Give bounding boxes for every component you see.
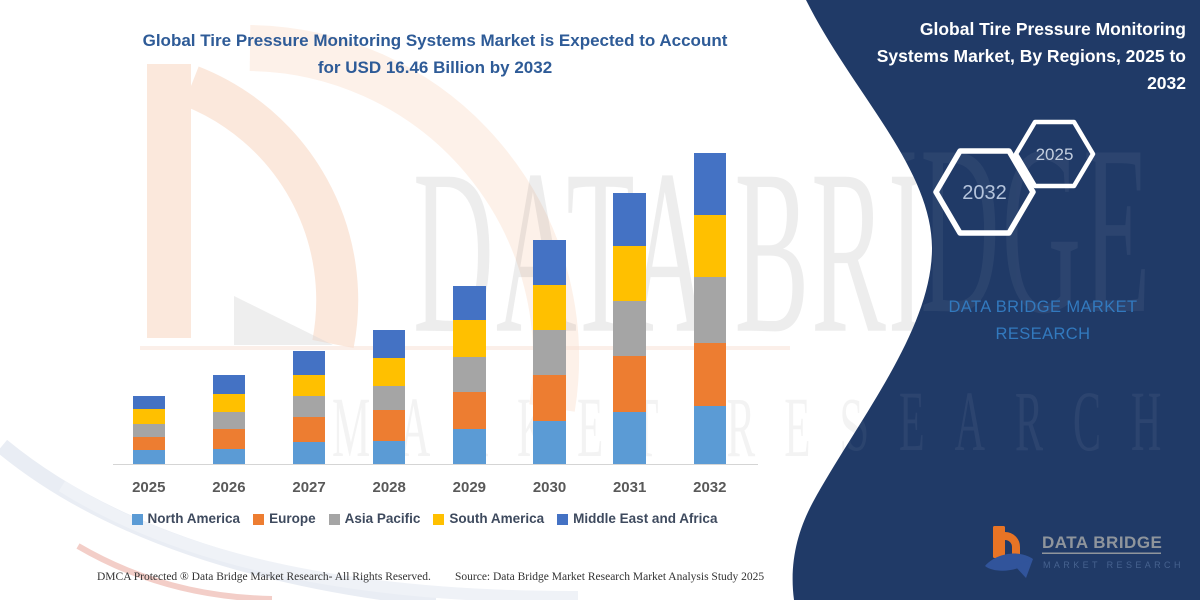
bar-segment-south-america-2028 <box>372 357 406 387</box>
logo-swoosh-tail <box>1015 559 1033 578</box>
x-axis-label-2031: 2031 <box>612 479 647 496</box>
logo-watermark-swoosh-2 <box>58 480 579 600</box>
panel-title-line2: Systems Market, By Regions, 2025 to <box>876 46 1186 66</box>
legend-label-north-america: North America <box>147 511 241 526</box>
legend-label-europe: Europe <box>269 511 316 526</box>
bar-segment-middle-east-and-africa-2025 <box>132 396 165 409</box>
bar-segment-europe-2026 <box>212 429 246 449</box>
bar-segment-south-america-2029 <box>453 320 486 357</box>
bar-segment-middle-east-and-africa-2026 <box>212 375 246 394</box>
logo-subtitle: MARKET RESEARCH <box>1043 560 1180 570</box>
bar-segment-north-america-2026 <box>212 448 246 465</box>
panel-title-line1: Global Tire Pressure Monitoring <box>919 19 1186 39</box>
bar-segment-europe-2031 <box>613 356 646 412</box>
legend-swatch-europe <box>253 513 265 525</box>
bar-segment-europe-2030 <box>533 375 566 422</box>
bar-segment-europe-2029 <box>453 392 486 430</box>
bar-segment-south-america-2026 <box>212 393 246 413</box>
bar-segment-north-america-2028 <box>372 440 406 465</box>
hexagon-2032 <box>933 148 1036 236</box>
chart-title-line1: Global Tire Pressure Monitoring Systems … <box>142 31 728 50</box>
bar-segment-asia-pacific-2027 <box>292 396 326 418</box>
legend-label-asia-pacific: Asia Pacific <box>344 511 421 526</box>
legend: North America Europe Asia Pacific South Ame… <box>92 511 757 526</box>
legend-swatch-south-america <box>433 513 445 525</box>
bar-segment-asia-pacific-2028 <box>372 386 406 411</box>
bar-segment-europe-2032 <box>693 342 727 406</box>
bar-segment-south-america-2032 <box>693 214 727 278</box>
legend-item-north-america: North America <box>131 511 241 526</box>
hexagon-2032-label: 2032 <box>962 182 1007 204</box>
bar-segment-south-america-2031 <box>613 246 646 301</box>
bar-segment-north-america-2029 <box>453 429 486 465</box>
right-panel-shape <box>792 0 1200 600</box>
bar-segment-middle-east-and-africa-2027 <box>292 350 326 375</box>
bar-segment-south-america-2025 <box>132 408 165 425</box>
legend-item-asia-pacific: Asia Pacific <box>328 511 421 526</box>
legend-item-middle-east-and-africa: Middle East and Africa <box>557 511 717 526</box>
bar-segment-middle-east-and-africa-2030 <box>533 240 566 285</box>
logo-watermark-stem <box>147 64 191 338</box>
x-axis-label-2029: 2029 <box>452 479 487 496</box>
bar-segment-asia-pacific-2025 <box>132 424 165 437</box>
logo-underline <box>1042 552 1161 554</box>
legend-item-south-america: South America <box>433 511 544 526</box>
logo-watermark-red-curve <box>76 543 273 600</box>
legend-label-middle-east-and-africa: Middle East and Africa <box>573 511 718 526</box>
panel-brand-text: DATA BRIDGE MARKET RESEARCH <box>948 298 1138 344</box>
bar-segment-north-america-2027 <box>292 441 326 465</box>
bar-segment-asia-pacific-2026 <box>212 412 246 430</box>
chart-title-line2: for USD 16.46 Billion by 2032 <box>317 58 553 77</box>
bar-segment-middle-east-and-africa-2028 <box>372 329 406 358</box>
x-axis-label-2027: 2027 <box>292 479 326 496</box>
logo-b-stem <box>993 526 1005 558</box>
hexagon-badges: 2025 2032 <box>933 119 1096 236</box>
footer-copyright: DMCA Protected ® Data Bridge Market Rese… <box>97 571 431 583</box>
bar-segment-north-america-2025 <box>132 450 165 465</box>
bar-segment-north-america-2032 <box>693 405 727 465</box>
bar-segment-north-america-2030 <box>533 421 566 465</box>
panel-watermark-line2: MARKET RESEARCH <box>335 374 1191 469</box>
panel-title: Global Tire Pressure Monitoring Systems … <box>841 16 1186 97</box>
legend-label-south-america: South America <box>449 511 545 526</box>
bar-segment-asia-pacific-2030 <box>533 329 566 376</box>
bar-segment-europe-2028 <box>372 410 406 441</box>
bar-segment-europe-2025 <box>132 436 165 451</box>
panel-title-line3: 2032 <box>1147 73 1186 93</box>
bar-segment-europe-2027 <box>292 417 326 442</box>
bar-segment-middle-east-and-africa-2032 <box>693 152 727 215</box>
legend-swatch-middle-east-and-africa <box>557 513 569 525</box>
x-axis-label-2026: 2026 <box>212 479 246 496</box>
bar-segment-asia-pacific-2031 <box>613 300 646 357</box>
x-axis-label-2030: 2030 <box>532 479 567 496</box>
footer-source: Source: Data Bridge Market Research Mark… <box>455 571 765 583</box>
x-axis-line <box>113 464 758 465</box>
chart-title: Global Tire Pressure Monitoring Systems … <box>90 27 780 81</box>
x-axis-label-2025: 2025 <box>132 479 166 496</box>
legend-item-europe: Europe <box>253 511 316 526</box>
hexagon-2025 <box>1013 119 1096 189</box>
logo-watermark-gray-wedge <box>234 296 333 345</box>
logo-name: DATA BRIDGE <box>1042 533 1162 552</box>
legend-swatch-north-america <box>131 513 143 525</box>
bar-segment-north-america-2031 <box>613 411 646 465</box>
bar-segment-middle-east-and-africa-2029 <box>453 286 486 321</box>
x-axis-label-2032: 2032 <box>693 479 727 496</box>
hexagon-2025-label: 2025 <box>1036 145 1074 164</box>
logo-b-bowl <box>1004 532 1020 554</box>
bar-segment-south-america-2030 <box>533 284 566 330</box>
logo-watermark-bowl-arc <box>183 66 359 348</box>
bar-segment-asia-pacific-2032 <box>693 277 727 343</box>
bar-segment-asia-pacific-2029 <box>453 356 486 393</box>
dbmr-logo: DATA BRIDGE MARKET RESEARCH <box>985 526 1180 578</box>
x-axis-label-2028: 2028 <box>372 479 406 496</box>
bar-segment-middle-east-and-africa-2031 <box>613 192 646 247</box>
bar-segment-south-america-2027 <box>292 375 326 397</box>
legend-swatch-asia-pacific <box>328 513 340 525</box>
